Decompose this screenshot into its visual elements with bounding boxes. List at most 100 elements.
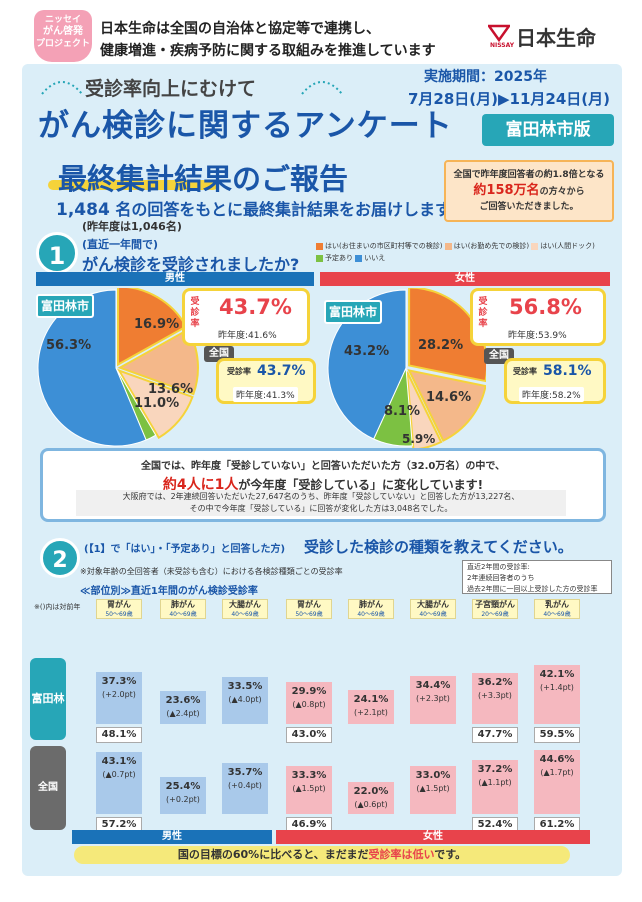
city-bar bbox=[534, 665, 580, 724]
message-line-2b: が今年度「受診している」に変化しています! bbox=[238, 478, 484, 492]
pie-slice bbox=[116, 368, 194, 440]
city-two-year-rate: 43.0% bbox=[286, 727, 332, 743]
male-slice-label: 13.6% bbox=[148, 382, 194, 397]
female-slice-label: 5.9% bbox=[402, 432, 436, 446]
nat-bar-delta: (▲1.1pt) bbox=[478, 778, 512, 788]
note-line-3: ご回答いただきました。 bbox=[479, 202, 579, 212]
brand-sub: NISSAY bbox=[490, 42, 515, 49]
legend-item: はい(お住まいの市区町村等での検診) bbox=[316, 242, 442, 250]
header-line-1: 日本生命は全国の自治体と協定等で連携し、 bbox=[100, 21, 380, 37]
female-rate-box: 受診率 56.8% 昨年度:53.9% bbox=[470, 288, 606, 346]
message-osaka: 大阪府では、2年連続回答いただいた27,647名のうち、昨年度「受診していない」… bbox=[76, 490, 566, 516]
message-line-2: 約4人に1人が今年度「受診している」に変化しています! bbox=[50, 474, 596, 494]
female-prev: 昨年度:53.9% bbox=[505, 327, 570, 342]
national-note: 全国で昨年度回答者の約1.8倍となる 約158万名の方々から ご回答いただきまし… bbox=[444, 160, 614, 222]
female-slice-label: 43.2% bbox=[344, 344, 390, 359]
city-bar-label: 37.3% bbox=[101, 675, 137, 687]
legend-item: 予定あり bbox=[316, 254, 353, 262]
nat-bar bbox=[410, 766, 456, 814]
nat-bar-delta: (▲1.5pt) bbox=[292, 784, 326, 794]
nat-bar bbox=[160, 777, 206, 814]
male-nat-rate: 43.7% bbox=[257, 363, 306, 379]
header-line-2: 健康増進・疾病予防に関する取組みを推進しています bbox=[100, 43, 436, 59]
city-bar-delta: (▲4.0pt) bbox=[228, 695, 262, 705]
q2-note-1: ※対象年齢の全回答者（未受診も含む）における各検診種類ごとの受診率 bbox=[80, 567, 343, 576]
male-slice-label: 56.3% bbox=[46, 338, 92, 353]
survey-subtitle: 受診率向上にむけて bbox=[85, 78, 257, 100]
female-rate: 56.8% bbox=[509, 295, 582, 319]
brand-name: 日本生命 bbox=[516, 26, 596, 50]
city-bar bbox=[286, 682, 332, 724]
female-rate-label: 受診率 bbox=[478, 297, 488, 329]
note-line-2b: の方々から bbox=[539, 187, 585, 197]
header-text: 日本生命は全国の自治体と協定等で連携し、 健康増進・疾病予防に関する取組みを推進… bbox=[100, 18, 436, 62]
pie-slice bbox=[406, 371, 443, 448]
male-city-tag: 富田林市 bbox=[36, 294, 94, 318]
male-footer: 男性 bbox=[72, 830, 272, 844]
female-nat-label: 受診率 bbox=[513, 367, 537, 376]
legend-item: はい(お勤め先での検診) bbox=[444, 242, 529, 250]
city-bar-label: 23.6% bbox=[165, 694, 201, 706]
q1-title: がん検診を受診されましたか? bbox=[82, 255, 300, 274]
city-bar-label: 29.9% bbox=[291, 686, 327, 698]
city-bar-label: 42.1% bbox=[539, 669, 575, 681]
female-footer: 女性 bbox=[276, 830, 590, 844]
nissay-mark-icon bbox=[488, 24, 510, 42]
q2-title: 受診した検診の種類を教えてください。 bbox=[304, 538, 573, 556]
nat-bar-label: 25.4% bbox=[165, 781, 201, 793]
q2-note-3: ※()内は対前年 bbox=[34, 603, 81, 611]
city-two-year-rate: 47.7% bbox=[472, 727, 518, 743]
city-bar-label: 36.2% bbox=[477, 677, 513, 689]
nat-two-year-rate: 52.4% bbox=[472, 817, 518, 833]
female-slice-label: 28.2% bbox=[418, 338, 464, 353]
survey-title: がん検診に関するアンケート bbox=[38, 108, 453, 144]
two-year-note: 直近2年間の受診率: 2年連続回答者のうち 過去2年間に一回以上受診した方の受診… bbox=[462, 560, 612, 594]
city-bar-delta: (+2.1pt) bbox=[354, 708, 388, 718]
nat-bar-label: 33.3% bbox=[291, 770, 327, 782]
goal-text-c: です。 bbox=[434, 848, 467, 861]
project-logo: ニッセイ がん啓発 プロジェクト bbox=[34, 10, 92, 62]
legend-item: いいえ bbox=[355, 254, 385, 262]
q2-sub: (【1】で「はい」・「予定あり」と回答した方) bbox=[84, 544, 286, 555]
row-national-tag: 全国 bbox=[30, 746, 66, 830]
column-header: 乳がん 40〜69歳 bbox=[534, 599, 580, 619]
female-city-tag: 富田林市 bbox=[324, 300, 382, 324]
male-rate-label: 受診率 bbox=[190, 297, 200, 329]
note-line-1: 全国で昨年度回答者の約1.8倍となる bbox=[453, 170, 605, 180]
city-bar-delta: (+2.0pt) bbox=[102, 689, 136, 699]
final-report-title: 最終集計結果のご報告 bbox=[58, 162, 349, 196]
row-city-tag: 富田林市 bbox=[30, 658, 66, 787]
nissay-logo: NISSAY 日本生命 bbox=[488, 22, 610, 52]
nat-bar-delta: (+0.4pt) bbox=[228, 780, 262, 790]
column-header: 肺がん 40〜69歳 bbox=[160, 599, 206, 619]
logo-text-2: がん啓発 bbox=[43, 26, 83, 37]
city-bar-delta: (+3.3pt) bbox=[478, 691, 512, 701]
q1-number: 1 bbox=[36, 232, 78, 274]
male-rate: 43.7% bbox=[219, 295, 292, 319]
count-text: 名の回答をもとに最終集計結果をお届けします! bbox=[115, 200, 459, 219]
city-bar-label: 33.5% bbox=[227, 681, 263, 693]
male-nat-label: 受診率 bbox=[227, 367, 251, 376]
nat-bar bbox=[472, 760, 518, 814]
period-dates: 7月28日(月)▶11月24日(月) bbox=[408, 90, 611, 108]
pie-legend: はい(お住まいの市区町村等での検診) はい(お勤め先での検診) はい(人間ドック… bbox=[316, 240, 606, 264]
female-nat-prev: 昨年度:58.2% bbox=[519, 387, 584, 402]
nat-bar-delta: (▲1.5pt) bbox=[416, 784, 450, 794]
q1-sub: (直近一年間で) bbox=[82, 238, 159, 251]
prev-count: (昨年度は1,046名) bbox=[82, 220, 182, 233]
female-slice-label: 8.1% bbox=[384, 404, 421, 419]
male-pie-chart bbox=[37, 288, 199, 447]
nat-bar-label: 37.2% bbox=[477, 764, 513, 776]
logo-text-1: ニッセイ bbox=[44, 15, 81, 25]
period-label: 実施期間：2025年 bbox=[424, 69, 547, 85]
female-nat-rate: 58.1% bbox=[543, 363, 592, 379]
city-bar-delta: (+2.3pt) bbox=[416, 693, 450, 703]
goal-text-a: 国の目標の60%に比べると、まだまだ bbox=[177, 848, 369, 861]
dotted-arc-right-icon bbox=[301, 81, 343, 95]
nat-bar bbox=[348, 782, 394, 814]
female-national-box: 受診率 58.1% 昨年度:58.2% bbox=[504, 358, 606, 404]
column-header: 大腸がん 40〜69歳 bbox=[222, 599, 268, 619]
city-bar-delta: (▲2.4pt) bbox=[166, 708, 200, 718]
pie-slice bbox=[407, 369, 486, 442]
survey-period: 実施期間：2025年 7月28日(月)▶11月24日(月) bbox=[408, 66, 610, 110]
